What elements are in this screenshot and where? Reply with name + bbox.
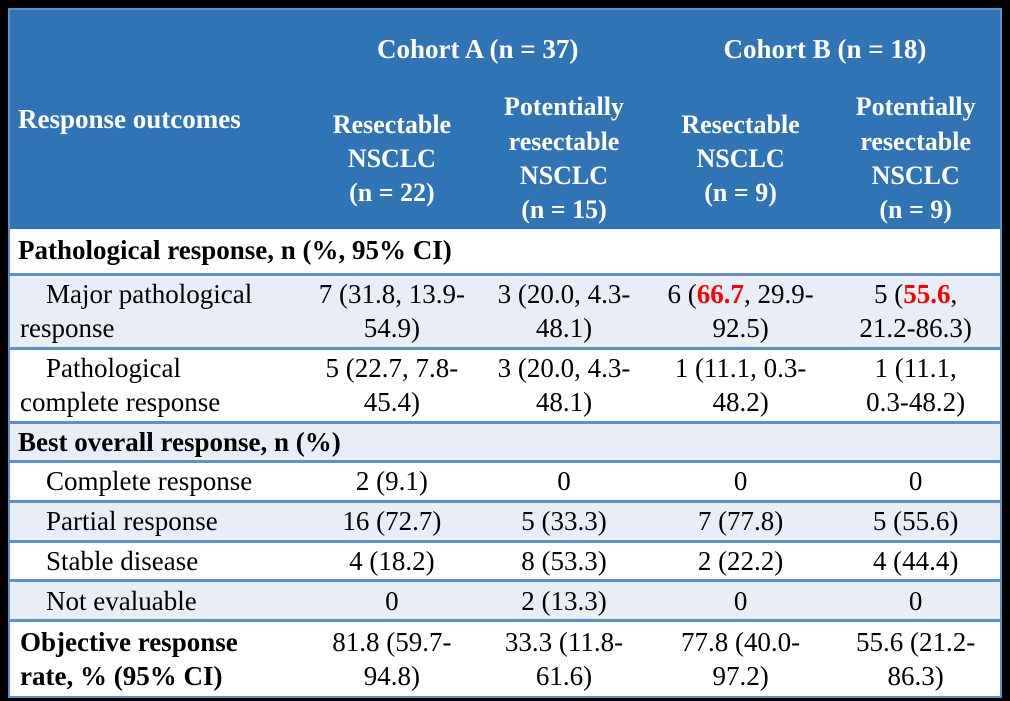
- value-suffix: , 21.2-86.3): [859, 278, 972, 344]
- table-row-stable-disease: Stable disease 4 (18.2) 8 (53.3) 2 (22.2…: [9, 539, 1001, 581]
- cell-mpr-potentially-b: 5 (55.6, 21.2-86.3): [831, 272, 1001, 349]
- table-row-not-evaluable: Not evaluable 0 2 (13.3) 0 0: [9, 579, 1001, 621]
- cell-orr-resectable-a: 81.8 (59.7- 94.8): [305, 619, 479, 697]
- col-header-potentially-resectable-a: Potentially resectable NSCLC (n = 15): [478, 89, 650, 229]
- row-label-not-evaluable: Not evaluable: [9, 579, 306, 621]
- cell-ne-potentially-b: 0: [831, 579, 1001, 621]
- section-row-pathological-response: Pathological response, n (%, 95% CI): [9, 229, 1001, 274]
- row-label-major-pathological-response: Major pathological response: [9, 272, 306, 349]
- cell-pcr-resectable-a: 5 (22.7, 7.8- 45.4): [305, 346, 479, 423]
- cell-pr-potentially-b: 5 (55.6): [831, 499, 1001, 542]
- cell-ne-resectable-b: 0: [649, 579, 832, 621]
- header-cohort-a: Cohort A (n = 37): [305, 9, 650, 89]
- cell-orr-resectable-b: 77.8 (40.0- 97.2): [649, 619, 832, 697]
- row-label-pathological-complete-response: Pathological complete response: [9, 346, 306, 423]
- value-prefix: 5 (: [874, 278, 904, 309]
- cell-sd-potentially-b: 4 (44.4): [831, 539, 1001, 581]
- cell-sd-resectable-a: 4 (18.2): [305, 539, 479, 581]
- cell-orr-potentially-a: 33.3 (11.8- 61.6): [478, 619, 650, 697]
- table-row-pathological-complete-response: Pathological complete response 5 (22.7, …: [9, 346, 1001, 423]
- row-label-partial-response: Partial response: [9, 499, 306, 542]
- table-row-partial-response: Partial response 16 (72.7) 5 (33.3) 7 (7…: [9, 499, 1001, 542]
- cell-pcr-potentially-a: 3 (20.0, 4.3- 48.1): [478, 346, 650, 423]
- col-header-resectable-b: Resectable NSCLC (n = 9): [649, 89, 832, 229]
- cell-mpr-potentially-a: 3 (20.0, 4.3- 48.1): [478, 272, 650, 349]
- value-suffix: , 29.9- 92.5): [712, 278, 814, 344]
- section-title-best-overall-response: Best overall response, n (%): [9, 420, 1001, 462]
- col-header-resectable-a: Resectable NSCLC (n = 22): [305, 89, 479, 229]
- cell-pcr-potentially-b: 1 (11.1, 0.3-48.2): [831, 346, 1001, 423]
- highlighted-value: 66.7: [696, 278, 744, 309]
- section-title-pathological-response: Pathological response, n (%, 95% CI): [18, 235, 452, 266]
- row-label-complete-response: Complete response: [9, 460, 306, 502]
- section-row-best-overall-response: Best overall response, n (%): [9, 420, 1001, 462]
- col-header-potentially-resectable-b: Potentially resectable NSCLC (n = 9): [831, 89, 1001, 229]
- cell-sd-potentially-a: 8 (53.3): [478, 539, 650, 581]
- cell-orr-potentially-b: 55.6 (21.2- 86.3): [831, 619, 1001, 697]
- cell-mpr-resectable-a: 7 (31.8, 13.9- 54.9): [305, 272, 479, 349]
- highlighted-value: 55.6: [903, 278, 951, 309]
- value-prefix: 6 (: [667, 278, 697, 309]
- row-label-stable-disease: Stable disease: [9, 539, 306, 581]
- cell-cr-potentially-a: 0: [478, 460, 650, 502]
- cell-pr-resectable-b: 7 (77.8): [649, 499, 832, 542]
- cell-pr-resectable-a: 16 (72.7): [305, 499, 479, 542]
- cell-cr-resectable-a: 2 (9.1): [305, 460, 479, 502]
- header-row-columns: Resectable NSCLC (n = 22) Potentially re…: [9, 89, 1001, 229]
- cell-pr-potentially-a: 5 (33.3): [478, 499, 650, 542]
- header-row-cohorts: Response outcomes Cohort A (n = 37) Coho…: [9, 9, 1001, 229]
- header-response-outcomes: Response outcomes: [9, 9, 306, 229]
- header-cohort-b: Cohort B (n = 18): [649, 9, 1001, 89]
- cell-cr-resectable-b: 0: [649, 460, 832, 502]
- table-row-major-pathological-response: Major pathological response 7 (31.8, 13.…: [9, 272, 1001, 349]
- table-row-objective-response-rate: Objective response rate, % (95% CI) 81.8…: [9, 619, 1001, 697]
- cell-mpr-resectable-b: 6 (66.7, 29.9- 92.5): [649, 272, 832, 349]
- table-row-complete-response: Complete response 2 (9.1) 0 0 0: [9, 460, 1001, 502]
- cell-sd-resectable-b: 2 (22.2): [649, 539, 832, 581]
- cell-ne-resectable-a: 0: [305, 579, 479, 621]
- cell-cr-potentially-b: 0: [831, 460, 1001, 502]
- response-outcomes-table: Response outcomes Cohort A (n = 37) Coho…: [8, 8, 1002, 698]
- cell-ne-potentially-a: 2 (13.3): [478, 579, 650, 621]
- row-label-objective-response-rate: Objective response rate, % (95% CI): [9, 619, 306, 697]
- cell-pcr-resectable-b: 1 (11.1, 0.3- 48.2): [649, 346, 832, 423]
